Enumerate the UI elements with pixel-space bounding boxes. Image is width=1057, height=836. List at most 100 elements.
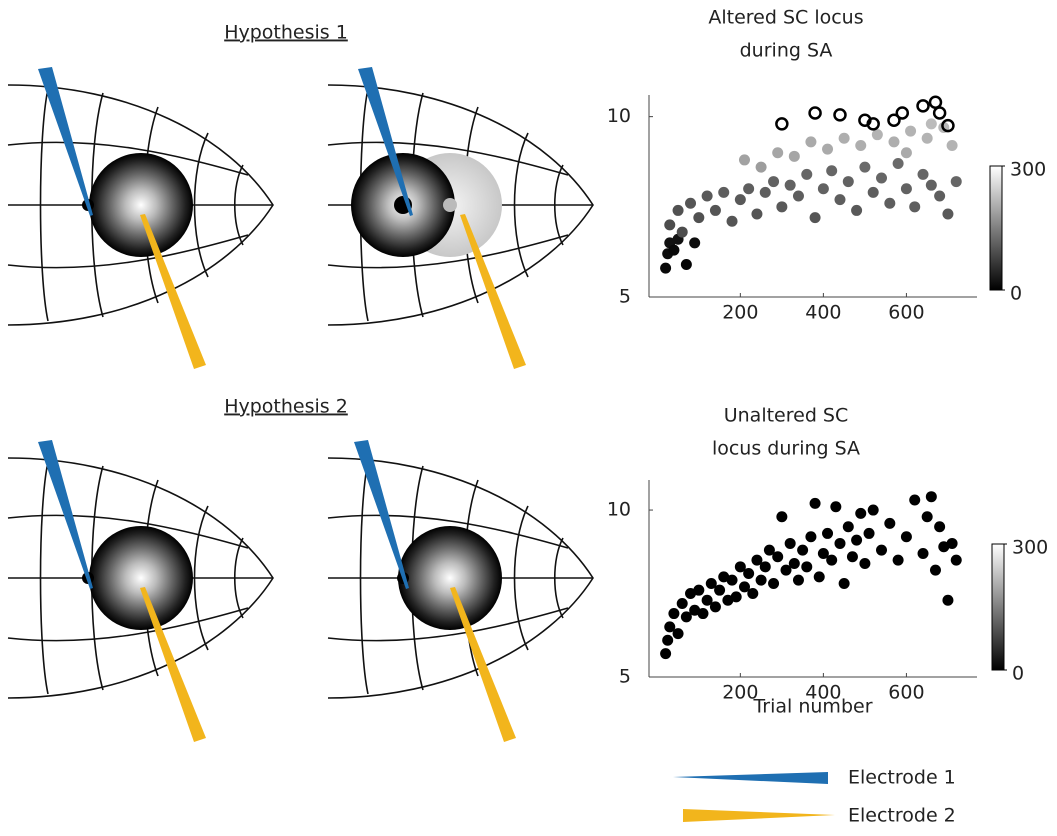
y-tick-label: 10 bbox=[607, 499, 631, 521]
scatter-point bbox=[859, 161, 871, 173]
scatter-point bbox=[855, 507, 867, 519]
scatter-point bbox=[714, 584, 726, 596]
scatter-point bbox=[895, 106, 910, 120]
scatter-point bbox=[672, 628, 684, 640]
colorbar-tick-label: 300 bbox=[1012, 537, 1048, 559]
scatter-point bbox=[817, 183, 829, 195]
scatter-point bbox=[867, 186, 879, 198]
scatter-point bbox=[772, 147, 784, 159]
scatter-point bbox=[826, 165, 838, 177]
scatter-point bbox=[660, 262, 672, 274]
colorbar bbox=[989, 165, 1003, 291]
scatter-point bbox=[876, 172, 888, 184]
scatter-point bbox=[734, 194, 746, 206]
scatter-point bbox=[784, 537, 796, 549]
x-tick-label: 400 bbox=[805, 682, 841, 704]
scatter-point bbox=[693, 584, 705, 596]
colorbar-tick-label: 0 bbox=[1010, 283, 1022, 305]
scatter-point bbox=[842, 521, 854, 533]
scatter-point bbox=[726, 574, 738, 586]
scatter-point bbox=[916, 99, 930, 113]
scatter-point bbox=[734, 561, 746, 573]
scatter-point bbox=[934, 190, 946, 202]
scatter-point bbox=[743, 183, 755, 195]
scatter-point bbox=[680, 259, 692, 271]
scatter-point bbox=[888, 136, 900, 148]
scatter-point bbox=[755, 574, 767, 586]
scatter-point bbox=[693, 212, 705, 224]
scatter-point bbox=[709, 204, 721, 216]
scatter-point bbox=[925, 118, 937, 130]
scatter-point bbox=[718, 186, 730, 198]
scatter-point bbox=[942, 208, 954, 220]
scatter-point bbox=[941, 118, 955, 133]
scatter-point bbox=[842, 176, 854, 188]
scatter-point bbox=[755, 161, 767, 173]
scatter-point bbox=[709, 601, 721, 613]
scatter-point bbox=[664, 621, 676, 633]
scatter-point bbox=[759, 561, 771, 573]
scatter-point bbox=[834, 537, 846, 549]
scatter-point bbox=[934, 521, 946, 533]
scatter-point bbox=[722, 594, 734, 606]
scatter-point bbox=[909, 201, 921, 213]
scatter-point bbox=[788, 557, 800, 569]
scatter-point bbox=[876, 544, 888, 556]
scatter-point bbox=[689, 237, 701, 249]
scatter-point bbox=[838, 578, 850, 590]
sc-panel bbox=[327, 67, 594, 369]
sc-panel bbox=[7, 440, 274, 742]
x-axis-label: Trial number bbox=[752, 696, 872, 718]
scatter-point bbox=[925, 491, 937, 503]
scatter-point bbox=[738, 581, 750, 593]
scatter-point bbox=[809, 497, 821, 509]
scatter-point bbox=[705, 578, 717, 590]
scatter-point bbox=[743, 567, 755, 579]
scatter-point bbox=[884, 197, 896, 209]
scatter-point bbox=[763, 544, 775, 556]
scatter-point bbox=[660, 648, 672, 660]
scatter-point bbox=[830, 501, 842, 513]
y-tick-label: 5 bbox=[619, 286, 631, 308]
scatter-point bbox=[866, 117, 880, 131]
scatter-point bbox=[664, 219, 676, 231]
scatter-point bbox=[780, 564, 792, 576]
scatter-point bbox=[946, 537, 958, 549]
scatter-point bbox=[726, 215, 738, 227]
x-tick-label: 600 bbox=[888, 682, 924, 704]
scatter-point bbox=[822, 143, 834, 155]
y-tick-label: 5 bbox=[619, 666, 631, 688]
sc-panel bbox=[7, 67, 274, 369]
scatter-point bbox=[851, 534, 863, 546]
chart-title: locus during SA bbox=[712, 438, 860, 460]
scatter-point bbox=[768, 176, 780, 188]
scatter-point bbox=[792, 574, 804, 586]
scatter-point bbox=[751, 554, 763, 566]
chart-title: Unaltered SC bbox=[724, 405, 849, 427]
scatter-point bbox=[887, 113, 901, 127]
scatter-point bbox=[776, 511, 788, 523]
scatter-point bbox=[855, 140, 867, 151]
sc-panel bbox=[327, 440, 594, 742]
scatter-point bbox=[801, 561, 813, 573]
scatter-point bbox=[900, 183, 912, 195]
scatter-point bbox=[809, 212, 821, 224]
scatter-point bbox=[909, 494, 921, 506]
scatter-point bbox=[808, 106, 822, 120]
chart-title: during SA bbox=[740, 40, 833, 62]
scatter-point bbox=[892, 554, 904, 566]
scatter-point bbox=[900, 531, 912, 543]
scatter-point bbox=[817, 547, 829, 559]
scatter-point bbox=[932, 106, 947, 120]
scatter-point bbox=[792, 190, 804, 202]
scatter-point bbox=[925, 179, 937, 191]
scatter-point bbox=[701, 190, 713, 202]
legend-label: Electrode 2 bbox=[848, 805, 956, 827]
scatter-point bbox=[775, 117, 789, 131]
scatter-point bbox=[680, 611, 692, 623]
x-tick-label: 200 bbox=[722, 302, 758, 324]
scatter-point bbox=[938, 541, 950, 553]
scatter-point bbox=[685, 197, 697, 209]
scatter-point bbox=[801, 168, 813, 180]
